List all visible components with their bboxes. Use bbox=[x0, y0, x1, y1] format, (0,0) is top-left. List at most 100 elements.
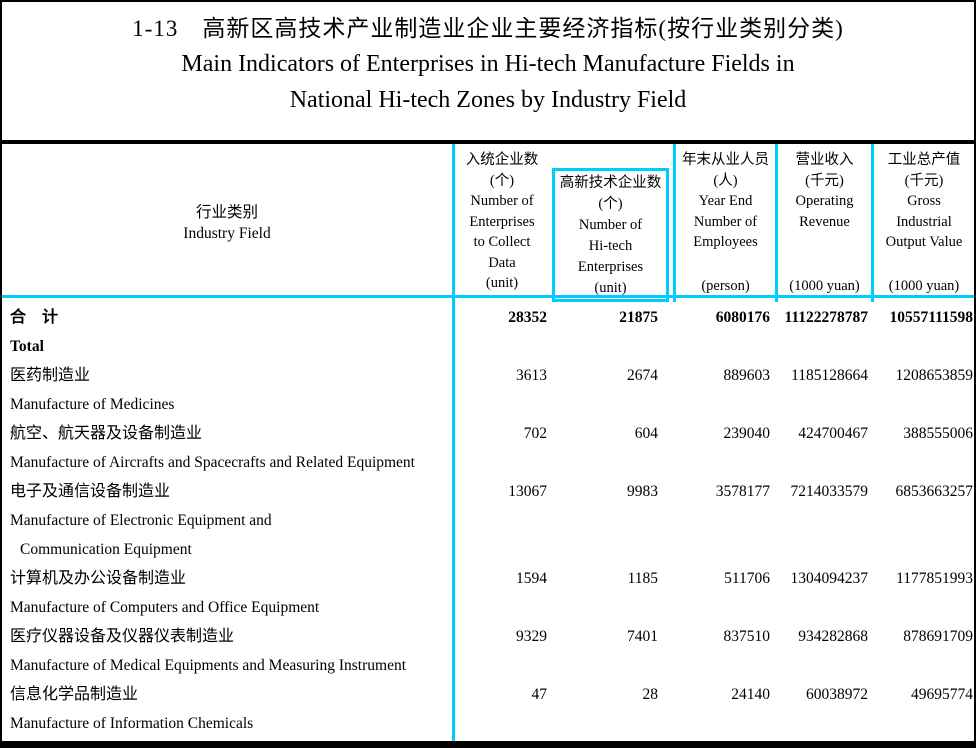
table-row: Manufacture of Computers and Office Equi… bbox=[2, 593, 974, 622]
header-enterprises-to-collect: 入统企业数 (个) Number of Enterprises to Collect Da… bbox=[452, 144, 552, 302]
value-cell: 10557111598 bbox=[889, 309, 973, 326]
industry-name-en: Manufacture of Electronic Equipment and bbox=[10, 512, 272, 529]
header-output-lines: 工业总产值 (千元) Gross Industrial Output Value bbox=[874, 150, 974, 253]
table-title-zh: 1-13 高新区高技术产业制造业企业主要经济指标(按行业类别分类) bbox=[132, 16, 844, 41]
header-line: (人) bbox=[713, 172, 738, 189]
value-cell: 1177851993 bbox=[896, 570, 973, 587]
value-cell: 47 bbox=[531, 686, 548, 703]
industry-name-zh: 电子及通信设备制造业 bbox=[10, 483, 171, 500]
table-title-en-line1: Main Indicators of Enterprises in Hi-tec… bbox=[181, 51, 795, 77]
header-line: 入统企业数 bbox=[465, 152, 539, 168]
value-cell: 837510 bbox=[723, 628, 771, 645]
header-industry-zh: 行业类别 bbox=[195, 204, 258, 221]
table-row: 合 计 28352 21875 6080176 11122278787 105571115… bbox=[2, 303, 974, 332]
value-cell: 11122278787 bbox=[784, 309, 868, 326]
value-cell: 49695774 bbox=[911, 686, 973, 703]
header-year-end-employees: 年末从业人员 (人) Year End Number of Employees (per… bbox=[673, 144, 775, 302]
statistics-table: 行业类别 Industry Field 入统企业数 (个) Number of Ent… bbox=[2, 144, 974, 746]
industry-name-en: Manufacture of Computers and Office Equi… bbox=[10, 599, 320, 616]
header-revenue-lines: 营业收入 (千元) Operating Revenue bbox=[778, 150, 871, 232]
header-line: (千元) bbox=[904, 172, 944, 189]
value-cell: 9329 bbox=[516, 628, 547, 645]
value-cell: 1208653859 bbox=[895, 367, 974, 384]
header-line: (unit) bbox=[594, 280, 627, 296]
table-row: Manufacture of Information Chemicals bbox=[2, 709, 974, 738]
table-row: Manufacture of Aircrafts and Spacecrafts… bbox=[2, 448, 974, 477]
value-cell: 878691709 bbox=[903, 628, 973, 645]
header-line: 营业收入 bbox=[795, 152, 854, 168]
industry-name-zh: 医药制造业 bbox=[10, 367, 91, 384]
table-row: 医疗仪器设备及仪器仪表制造业 9329 7401 837510 934282868 878… bbox=[2, 622, 974, 651]
value-cell: 1185128664 bbox=[791, 367, 868, 384]
header-line: Data bbox=[488, 254, 516, 271]
table-row: 计算机及办公设备制造业 1594 1185 511706 1304094237 11778… bbox=[2, 564, 974, 593]
table-row: 电子及通信设备制造业 13067 9983 3578177 7214033579 6853… bbox=[2, 477, 974, 506]
table-row: 航空、航天器及设备制造业 702 604 239040 424700467 3885550… bbox=[2, 419, 974, 448]
value-cell: 2674 bbox=[627, 367, 658, 384]
header-output-unit: (1000 yuan) bbox=[888, 277, 960, 294]
header-line: Enterprises bbox=[469, 213, 535, 230]
header-line: Number of bbox=[578, 217, 643, 233]
table-header: 行业类别 Industry Field 入统企业数 (个) Number of Ent… bbox=[2, 144, 974, 302]
table-row: 信息化学品制造业 47 28 24140 60038972 49695774 bbox=[2, 680, 974, 709]
header-industry-field: 行业类别 Industry Field bbox=[2, 144, 452, 302]
header-line: (unit) bbox=[485, 275, 519, 291]
value-cell: 6853663257 bbox=[895, 483, 974, 500]
header-line: Industrial bbox=[896, 213, 952, 230]
header-line: Hi-tech bbox=[588, 238, 633, 254]
value-cell: 7401 bbox=[627, 628, 658, 645]
title-table-divider bbox=[2, 140, 974, 144]
header-line: 年末从业人员 bbox=[682, 152, 769, 168]
header-line: Number of bbox=[693, 213, 758, 230]
table-title-en-line2: National Hi-tech Zones by Industry Field bbox=[289, 87, 687, 113]
value-cell: 934282868 bbox=[798, 628, 868, 645]
header-industry-en: Industry Field bbox=[183, 225, 271, 242]
table-row: Manufacture of Medicines bbox=[2, 390, 974, 419]
value-cell: 21875 bbox=[619, 309, 658, 326]
value-cell: 889603 bbox=[723, 367, 771, 384]
table-row: 医药制造业 3613 2674 889603 1185128664 1208653859 bbox=[2, 361, 974, 390]
value-cell: 13067 bbox=[508, 483, 547, 500]
table-row: Communication Equipment bbox=[2, 535, 974, 564]
industry-name-en: Manufacture of Medical Equipments and Me… bbox=[10, 657, 406, 674]
header-line: (个) bbox=[489, 172, 515, 189]
header-line: 工业总产值 bbox=[887, 152, 961, 168]
header-hitech-enterprises-box: 高新技术企业数 (个) Number of Hi-tech Enterprises (un… bbox=[552, 168, 669, 302]
header-operating-revenue: 营业收入 (千元) Operating Revenue (1000 yuan) bbox=[775, 144, 871, 302]
value-cell: 3613 bbox=[516, 367, 547, 384]
table-row: Manufacture of Electronic Equipment and bbox=[2, 506, 974, 535]
header-line: Operating bbox=[795, 193, 854, 209]
value-cell: 7214033579 bbox=[790, 483, 869, 500]
header-line: (千元) bbox=[805, 172, 844, 189]
industry-name-zh: 医疗仪器设备及仪器仪表制造业 bbox=[10, 628, 235, 645]
header-gross-industrial-output: 工业总产值 (千元) Gross Industrial Output Value (10… bbox=[871, 144, 974, 302]
industry-name-zh: 信息化学品制造业 bbox=[10, 686, 139, 703]
value-cell: 1594 bbox=[516, 570, 547, 587]
industry-name-en: Manufacture of Aircrafts and Spacecrafts… bbox=[10, 454, 415, 471]
value-cell: 6080176 bbox=[715, 309, 770, 326]
value-cell: 9983 bbox=[627, 483, 658, 500]
value-cell: 511706 bbox=[724, 570, 770, 587]
value-cell: 239040 bbox=[723, 425, 771, 442]
value-cell: 28352 bbox=[508, 309, 547, 326]
header-line: Number of bbox=[470, 193, 534, 209]
industry-name-zh: 合 计 bbox=[10, 309, 59, 326]
title-block: 1-13 高新区高技术产业制造业企业主要经济指标(按行业类别分类) Main I… bbox=[2, 2, 974, 140]
value-cell: 424700467 bbox=[798, 425, 868, 442]
value-cell: 1304094237 bbox=[790, 570, 869, 587]
table-body: 合 计 28352 21875 6080176 11122278787 105571115… bbox=[2, 298, 974, 741]
value-cell: 702 bbox=[523, 425, 547, 442]
header-revenue-unit: (1000 yuan) bbox=[789, 277, 860, 294]
header-line: Revenue bbox=[799, 213, 850, 230]
header-line: (个) bbox=[598, 196, 623, 212]
value-cell: 28 bbox=[642, 686, 659, 703]
table-row: Total bbox=[2, 332, 974, 361]
header-line: Enterprises bbox=[577, 259, 644, 275]
industry-name-en: Total bbox=[10, 338, 44, 355]
header-employees-lines: 年末从业人员 (人) Year End Number of Employees bbox=[676, 150, 775, 253]
industry-name-en: Manufacture of Medicines bbox=[10, 396, 175, 413]
industry-name-zh: 航空、航天器及设备制造业 bbox=[10, 425, 203, 442]
value-cell: 1185 bbox=[627, 570, 658, 587]
value-cell: 388555006 bbox=[903, 425, 973, 442]
